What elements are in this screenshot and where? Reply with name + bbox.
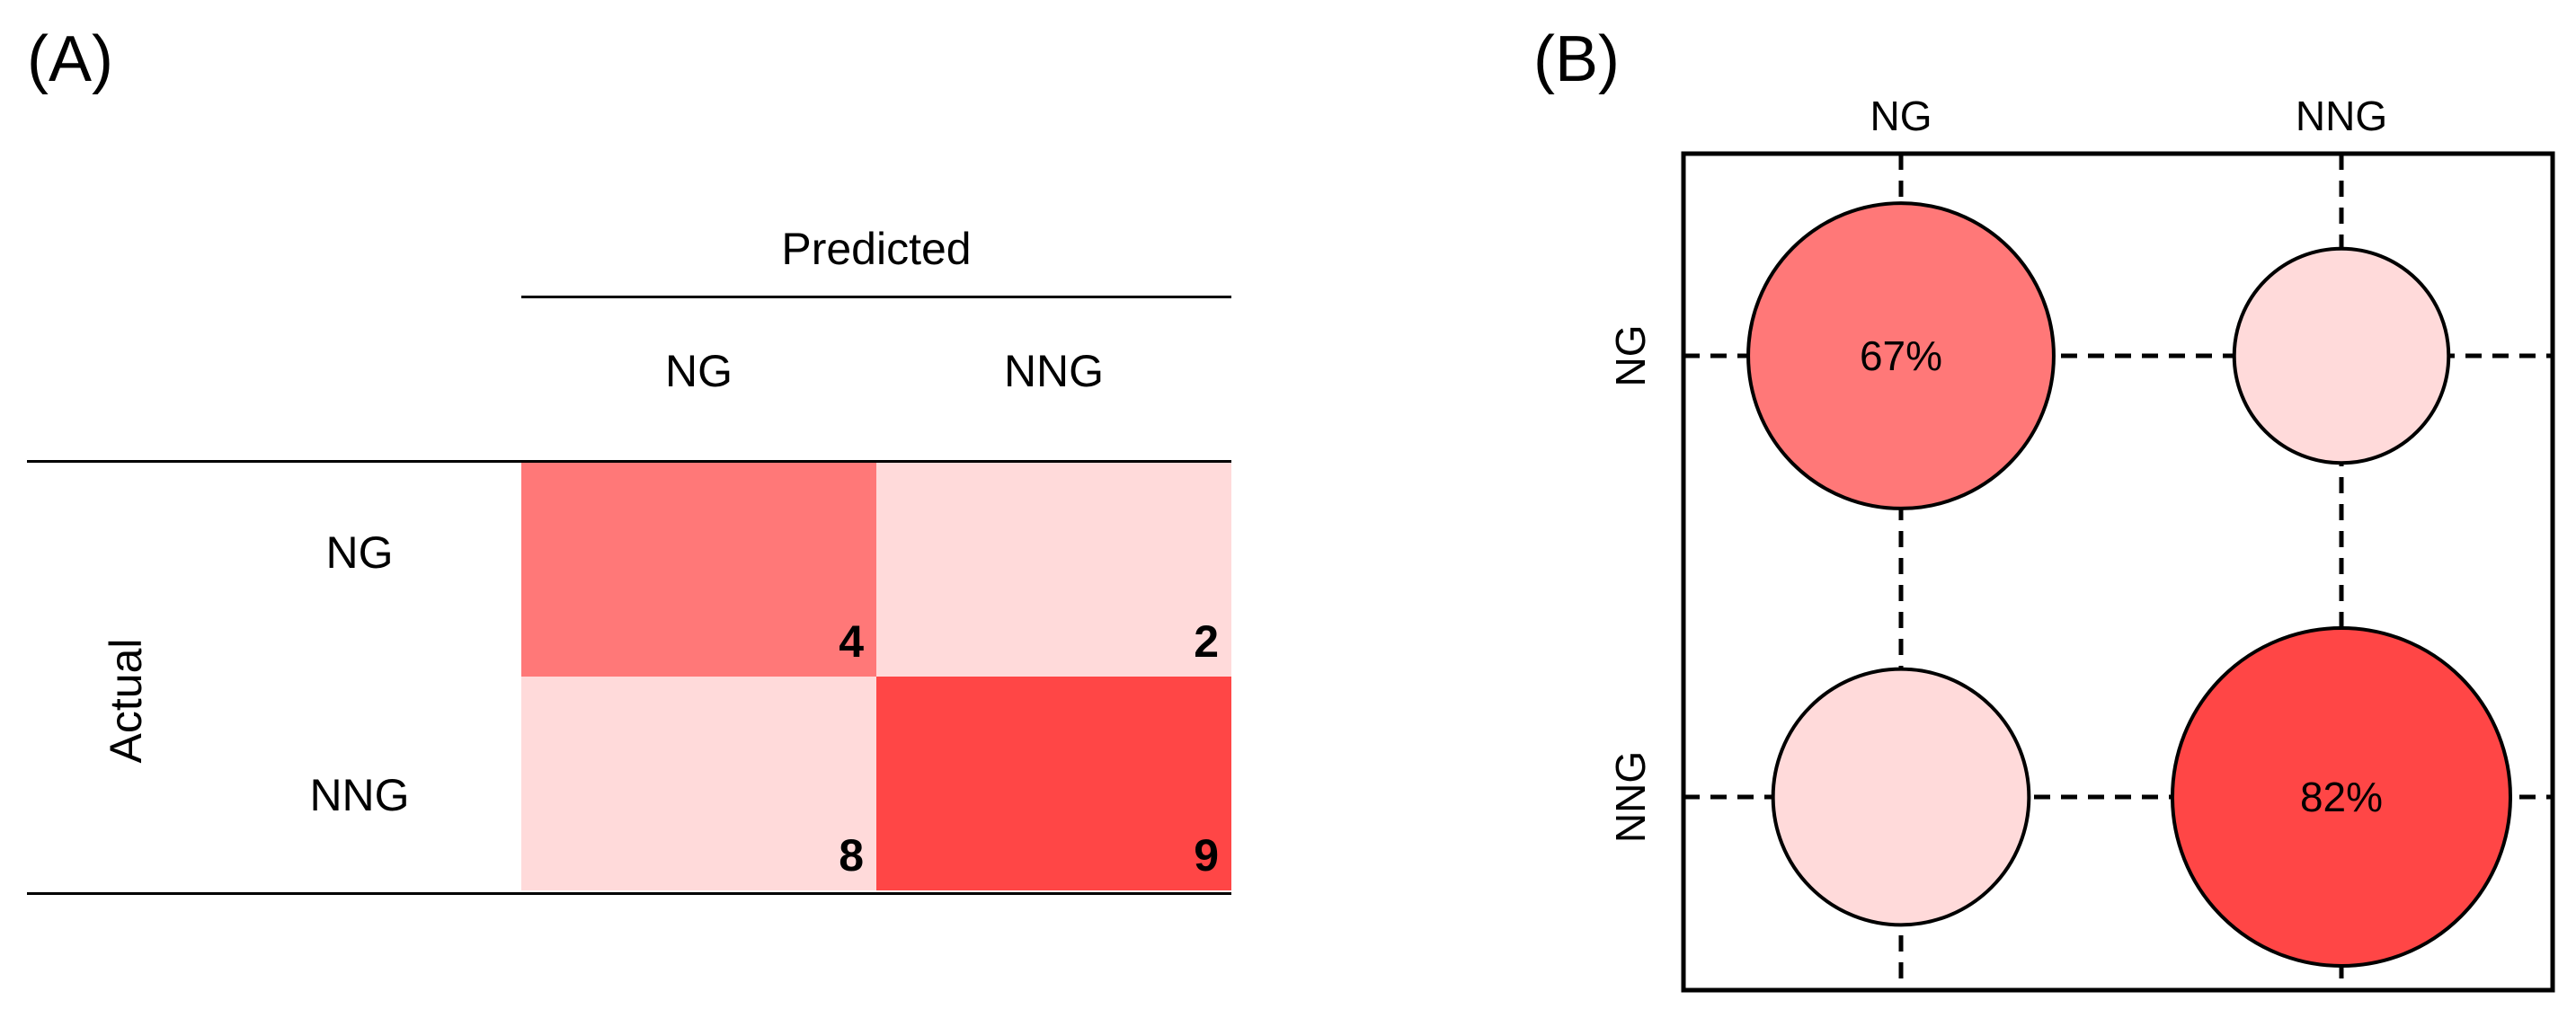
y-tick-label: NNG (1607, 751, 1654, 843)
column-label-ng: NG (665, 346, 733, 396)
bubble-label: 82% (2300, 774, 2383, 820)
bubble (2171, 626, 2512, 968)
x-tick-label: NG (1870, 93, 1932, 139)
matrix-cell-value: 9 (1194, 830, 1219, 881)
table-top-rule (27, 460, 1231, 463)
bubble-label: 67% (1860, 332, 1942, 379)
panel-b-label: (B) (1533, 23, 1620, 95)
actual-header-text: Actual (101, 638, 151, 764)
x-tick-label: NNG (2296, 93, 2387, 139)
matrix-cell: 8 (521, 677, 876, 890)
row-label-ng: NG (325, 527, 394, 578)
panel-a-label: (A) (27, 23, 113, 95)
column-label-nng: NNG (1003, 346, 1105, 396)
predicted-rule (521, 296, 1231, 298)
bubble (1746, 201, 2056, 510)
matrix-cell: 2 (876, 463, 1231, 677)
matrix-cell-value: 4 (839, 616, 864, 667)
matrix-cell: 9 (876, 677, 1231, 890)
matrix-cell: 4 (521, 463, 876, 677)
matrix-cell-value: 2 (1194, 616, 1219, 667)
predicted-header: Predicted (781, 224, 972, 274)
bubble (1771, 667, 2031, 927)
confusion-matrix-panel: Predicted NG NNG Actual NG NNG 4 2 8 9 (0, 0, 1258, 1018)
y-tick-label: NG (1607, 325, 1654, 387)
bubble (2232, 246, 2451, 465)
bubble-matrix-panel: NG NNG NG NNG 67% 82% (1600, 90, 2576, 1018)
table-bottom-rule (27, 892, 1231, 895)
bubble-chart: NG NNG NG NNG 67% 82% (1607, 93, 2555, 993)
matrix-cell-value: 8 (839, 830, 864, 881)
row-label-nng: NNG (309, 770, 410, 820)
actual-header: Actual (90, 639, 162, 764)
